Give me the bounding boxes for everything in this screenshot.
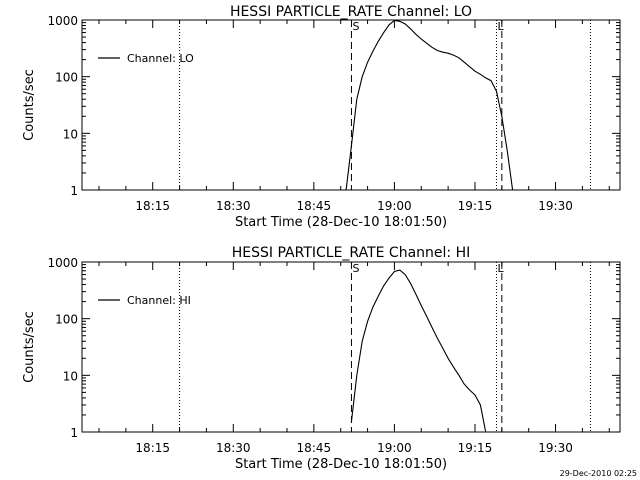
- x-tick-label: 19:00: [377, 199, 412, 213]
- y-tick-label: 10: [63, 369, 78, 383]
- time-marker-label: S: [352, 20, 359, 33]
- x-tick-label: 18:15: [135, 441, 170, 455]
- time-marker-label: L: [497, 262, 504, 275]
- legend-label: Channel: HI: [127, 294, 191, 307]
- x-tick-label: 19:15: [458, 441, 493, 455]
- time-marker-label: L: [497, 20, 504, 33]
- y-tick-label: 10: [63, 127, 78, 141]
- y-axis-label: Counts/sec: [22, 69, 37, 141]
- x-tick-label: 18:15: [135, 199, 170, 213]
- x-tick-label: 18:30: [216, 199, 251, 213]
- x-tick-label: 19:30: [538, 199, 573, 213]
- x-axis-label: Start Time (28-Dec-10 18:01:50): [235, 215, 447, 230]
- timestamp-label: 29-Dec-2010 02:25: [560, 469, 637, 478]
- series-line: [350, 269, 487, 433]
- time-marker-label: S: [352, 262, 359, 275]
- x-tick-label: 19:15: [458, 199, 493, 213]
- y-tick-label: 100: [55, 71, 78, 85]
- chart-title: HESSI PARTICLE_RATE Channel: HI: [232, 245, 470, 261]
- x-tick-label: 18:45: [297, 199, 332, 213]
- panel-lo: HESSI PARTICLE_RATE Channel: LO 18:15 18:3…: [22, 4, 621, 230]
- panel-hi: HESSI PARTICLE_RATE Channel: HI 18:15 18:3…: [22, 245, 621, 472]
- chart-title: HESSI PARTICLE_RATE Channel: LO: [230, 4, 472, 20]
- x-tick-label: 19:30: [538, 441, 573, 455]
- y-tick-label: 1: [70, 184, 78, 198]
- y-tick-label: 100: [55, 313, 78, 327]
- x-tick-label: 18:30: [216, 441, 251, 455]
- x-tick-label: 19:00: [377, 441, 412, 455]
- x-axis-label: Start Time (28-Dec-10 18:01:50): [235, 457, 447, 472]
- legend-label: Channel: LO: [127, 52, 194, 65]
- series-line: [345, 19, 514, 191]
- y-tick-label: 1000: [47, 256, 78, 270]
- y-tick-label: 1000: [47, 14, 78, 28]
- y-tick-label: 1: [70, 426, 78, 440]
- x-tick-label: 18:45: [297, 441, 332, 455]
- y-axis-label: Counts/sec: [22, 311, 37, 383]
